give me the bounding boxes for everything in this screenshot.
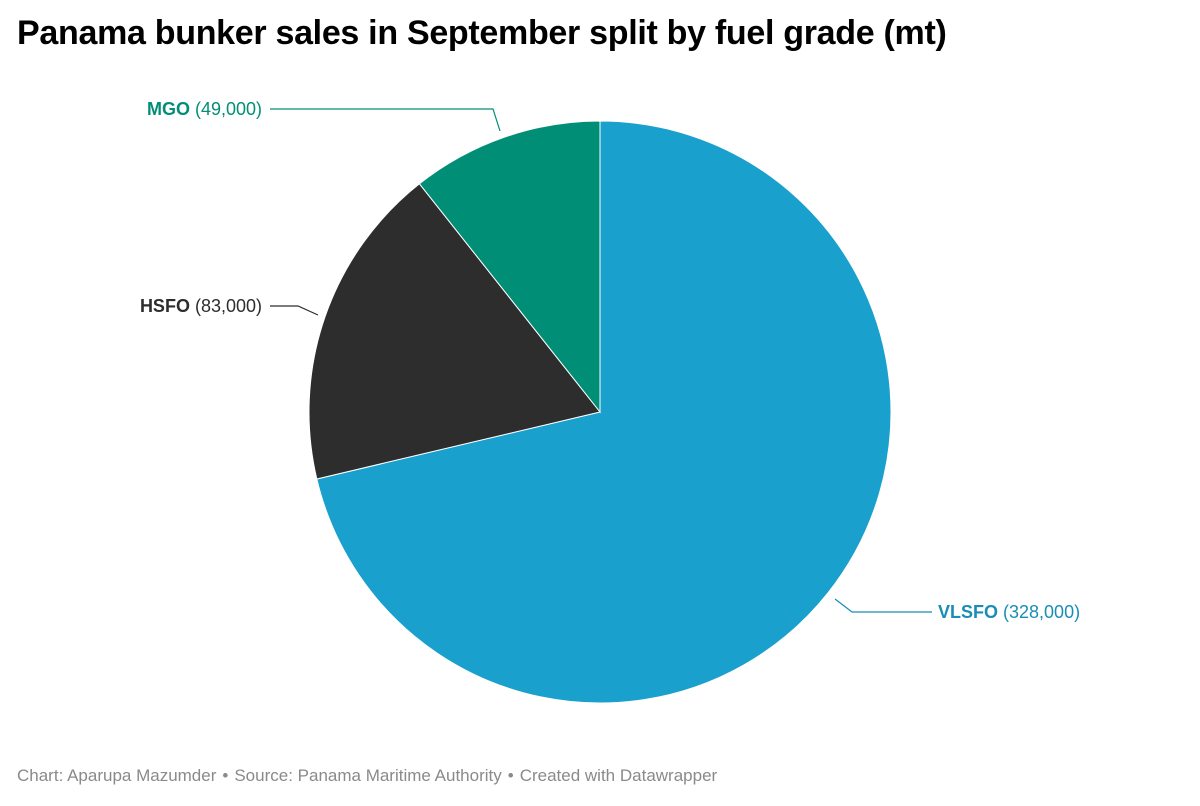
- slice-label-name: HSFO: [140, 296, 190, 316]
- chart-title: Panama bunker sales in September split b…: [17, 14, 947, 52]
- footer-separator: •: [507, 766, 514, 785]
- footer-separator: •: [222, 766, 229, 785]
- slice-label-value: (83,000): [190, 296, 262, 316]
- pie-slice-hsfo: [308, 183, 601, 480]
- slice-label-name: VLSFO: [938, 602, 998, 622]
- source-credit: Source: Panama Maritime Authority: [234, 766, 502, 785]
- slice-label-name: MGO: [147, 99, 190, 119]
- leader-line-mgo: [270, 108, 501, 132]
- chart-credit: Chart: Aparupa Mazumder: [17, 766, 217, 785]
- chart-footer: Chart: Aparupa Mazumder • Source: Panama M…: [17, 766, 717, 786]
- slice-label-value: (49,000): [190, 99, 262, 119]
- leader-line-hsfo: [270, 305, 319, 316]
- slice-label-value: (328,000): [998, 602, 1080, 622]
- pie-slice-vlsfo: [316, 120, 892, 704]
- slice-label-vlsfo: VLSFO (328,000): [938, 602, 1080, 622]
- leader-line-vlsfo: [834, 598, 932, 613]
- pie-slice-mgo: [418, 120, 601, 414]
- slice-label-mgo: MGO (49,000): [147, 99, 262, 119]
- created-with-link[interactable]: Created with Datawrapper: [519, 766, 718, 785]
- slice-label-hsfo: HSFO (83,000): [140, 296, 262, 316]
